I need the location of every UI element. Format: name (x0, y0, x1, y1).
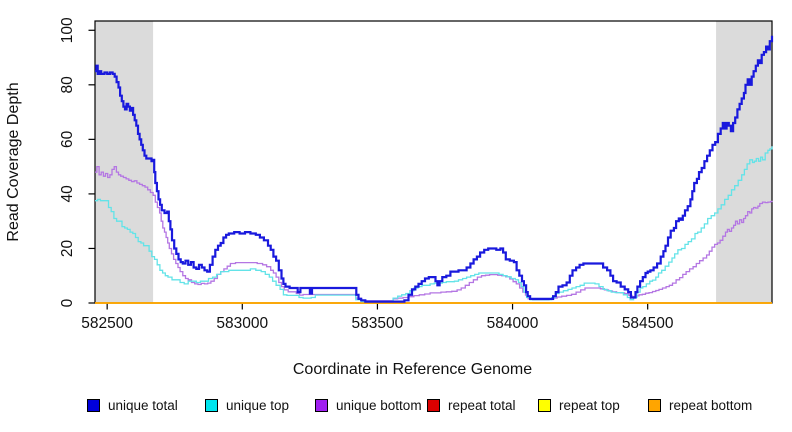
x-tick-label: 583000 (216, 315, 268, 332)
plot-box (94, 20, 773, 304)
legend-item-repeat-top: repeat top (538, 397, 620, 413)
y-axis-title: Read Coverage Depth (5, 82, 22, 242)
y-tick-label: 0 (59, 298, 76, 307)
legend-item-unique-total: unique total (87, 397, 178, 413)
series-unique-bottom (95, 165, 773, 302)
y-axis: 0 20 40 60 80 100 (59, 17, 95, 307)
y-tick-label: 100 (59, 17, 76, 43)
series-unique-total (95, 35, 774, 303)
legend-item-unique-top: unique top (205, 397, 289, 413)
y-tick-label: 60 (59, 130, 76, 148)
x-tick-label: 584000 (487, 315, 539, 332)
legend-swatch-repeat-bottom (648, 398, 661, 412)
legend-swatch-unique-top (205, 398, 218, 412)
shaded-region-left-flank (95, 21, 154, 303)
legend-swatch-unique-bottom (315, 398, 328, 412)
legend-swatch-repeat-total (427, 398, 440, 412)
x-tick-label: 583500 (352, 315, 404, 332)
x-axis: 582500 583000 583500 584000 584500 (81, 303, 674, 332)
legend: unique total unique top unique bottom re… (0, 397, 792, 417)
legend-label: unique total (108, 397, 178, 413)
series-unique-top (95, 146, 773, 303)
y-tick-label: 20 (59, 239, 76, 257)
x-axis-title: Coordinate in Reference Genome (292, 361, 533, 378)
legend-label: unique top (226, 397, 290, 413)
x-tick-label: 582500 (81, 315, 133, 332)
y-tick-label: 40 (59, 185, 76, 203)
legend-item-unique-bottom: unique bottom (315, 397, 422, 413)
legend-swatch-unique-total (87, 398, 100, 412)
shaded-region-right-flank (716, 21, 772, 303)
legend-item-repeat-bottom: repeat bottom (648, 397, 752, 413)
legend-label: unique bottom (336, 397, 422, 413)
legend-swatch-repeat-top (538, 398, 551, 412)
legend-label: repeat total (448, 397, 516, 413)
legend-item-repeat-total: repeat total (427, 397, 516, 413)
y-tick-label: 80 (59, 76, 76, 94)
x-tick-label: 584500 (622, 315, 674, 332)
legend-label: repeat bottom (669, 397, 753, 413)
legend-label: repeat top (559, 397, 620, 413)
